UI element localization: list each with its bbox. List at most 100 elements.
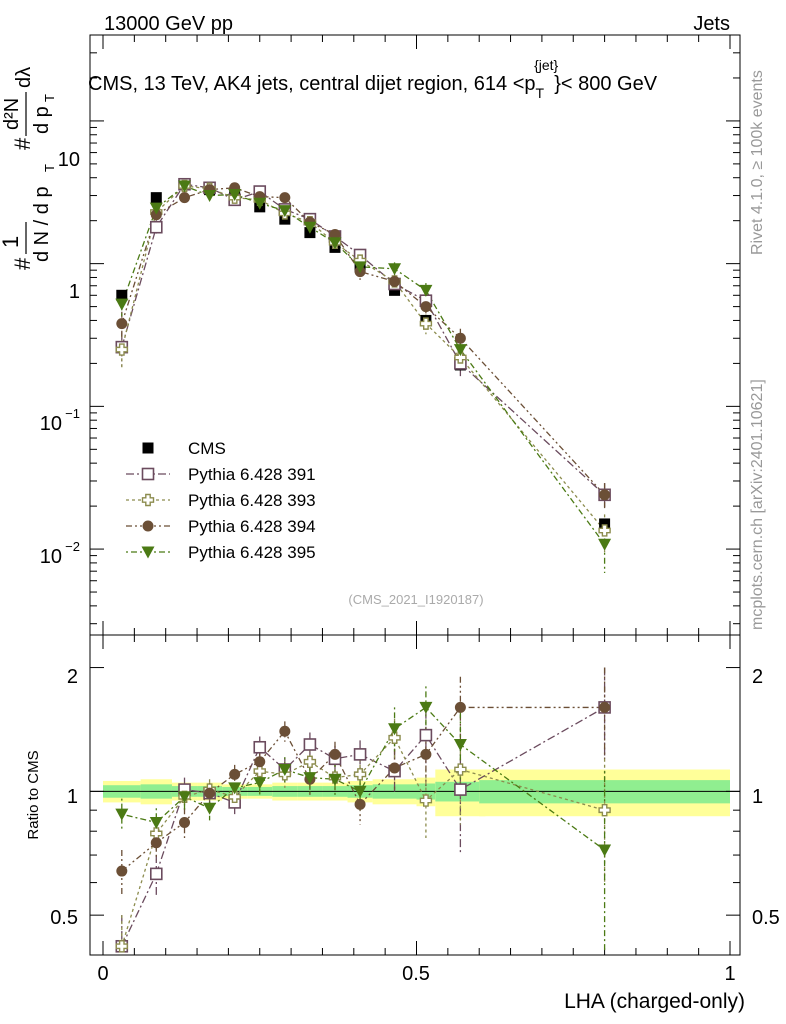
- cms-point: [116, 289, 128, 301]
- series-point-2: [419, 317, 433, 330]
- ratio-point-2: [228, 790, 241, 803]
- legend-marker-1: [141, 467, 155, 481]
- xtick-0.5: 0.5: [402, 963, 430, 985]
- ratio-point-4: [115, 808, 129, 821]
- series-point-3: [279, 192, 291, 204]
- ratio-point-4: [278, 764, 292, 777]
- ratio-point-4: [203, 802, 217, 815]
- series-point-4: [253, 197, 267, 210]
- ytick-0.1-exp: −1: [65, 406, 80, 421]
- x-axis-label: LHA (charged-only): [564, 990, 745, 1013]
- ratio-point-3: [204, 787, 216, 799]
- ratio-point-4: [388, 723, 402, 736]
- ratio-point-1: [353, 748, 367, 761]
- series-point-3: [329, 229, 341, 241]
- legend-label-0: CMS: [188, 439, 226, 458]
- ratio-point-3: [279, 725, 291, 737]
- category-label: Jets: [693, 13, 730, 35]
- ratio-point-1: [454, 783, 467, 796]
- ratio-plot-frame: [89, 634, 741, 956]
- ytick-0.01-base: 10: [40, 546, 62, 568]
- series-point-3: [599, 489, 611, 501]
- series-point-4: [388, 263, 402, 276]
- ylabel-hash: #: [10, 257, 35, 270]
- ratio-ytick-2-right: 2: [752, 666, 763, 688]
- collision-label: 13000 GeV pp: [104, 13, 233, 35]
- ylabel-one: 1: [0, 236, 23, 248]
- ratio-point-3: [389, 762, 401, 774]
- ratio-point-3: [150, 837, 162, 849]
- series-point-4: [115, 298, 129, 311]
- ytick-10: 10: [58, 149, 80, 171]
- series-point-4: [353, 261, 367, 274]
- analysis-tag: (CMS_2021_I1920187): [348, 592, 483, 607]
- ratio-point-4: [253, 777, 267, 790]
- ratio-point-4: [419, 701, 433, 714]
- series-point-1: [149, 220, 163, 234]
- ratio-point-3: [454, 701, 466, 713]
- ratio-point-4: [453, 738, 467, 751]
- ratio-ytick-2: 2: [67, 666, 78, 688]
- legend-marker-0: [142, 442, 154, 454]
- ratio-point-2: [303, 755, 317, 768]
- ylabel-dn: d N / d p: [31, 186, 53, 262]
- ratio-line-3: [121, 706, 605, 872]
- series-line-4: [121, 185, 606, 545]
- ratio-point-2: [598, 803, 611, 817]
- ratio-axis-label: Ratio to CMS: [25, 750, 42, 839]
- ratio-point-3: [354, 798, 366, 810]
- xtick-0: 0: [97, 963, 108, 985]
- ratio-point-4: [328, 773, 342, 786]
- series-point-4: [598, 538, 612, 551]
- series-point-4: [453, 344, 467, 357]
- series-point-4: [203, 190, 217, 203]
- cms-point: [389, 284, 401, 296]
- series-point-4: [278, 205, 292, 218]
- ratio-point-4: [178, 791, 192, 804]
- ylabel-t: T: [42, 164, 57, 172]
- ylabel-dlambda: dλ: [13, 67, 35, 88]
- ratio-point-4: [303, 772, 317, 785]
- series-point-4: [228, 189, 242, 202]
- ytick-1: 1: [69, 281, 80, 303]
- ytick-0.1: 10 −1: [40, 406, 80, 435]
- ytick-0.1-base: 10: [40, 413, 62, 435]
- series-point-4: [149, 202, 163, 215]
- legend-label-3: Pythia 6.428 394: [188, 517, 316, 536]
- ratio-point-3: [229, 768, 241, 780]
- ratio-point-4: [353, 785, 367, 798]
- legend-label-1: Pythia 6.428 391: [188, 465, 316, 484]
- ratio-point-3: [254, 756, 266, 768]
- ratio-point-1: [149, 867, 163, 881]
- series-point-4: [328, 237, 342, 250]
- series-point-4: [419, 284, 433, 297]
- legend-marker-4: [141, 546, 155, 559]
- ratio-point-4: [149, 816, 163, 829]
- ratio-point-4: [598, 844, 612, 857]
- ylabel-d2n: d²N: [1, 98, 23, 130]
- plot-title: CMS, 13 TeV, AK4 jets, central dijet reg…: [88, 57, 658, 101]
- ratio-point-2: [419, 794, 433, 807]
- mcplots-credit: mcplots.cern.ch [arXiv:2401.10621]: [749, 379, 766, 630]
- ratio-point-1: [253, 740, 267, 754]
- ratio-ytick-1-right: 1: [752, 786, 763, 808]
- ratio-point-2: [388, 731, 401, 744]
- series-point-2: [598, 524, 611, 537]
- legend-label-2: Pythia 6.428 393: [188, 491, 316, 510]
- ratio-point-2: [115, 940, 129, 953]
- xtick-1: 1: [724, 963, 735, 985]
- ratio-point-3: [329, 748, 341, 760]
- cms-point: [150, 192, 162, 204]
- legend-marker-3: [142, 520, 154, 532]
- ylabel-hash2: #: [10, 137, 35, 150]
- ratio-point-2: [454, 763, 467, 776]
- series-point-2: [115, 343, 129, 356]
- y-axis-label: # 1 d N / d p T # d²N d p T dλ: [0, 67, 57, 270]
- ratio-point-1: [303, 738, 317, 751]
- ytick-0.01-exp: −2: [65, 539, 80, 554]
- ylabel-t2: T: [42, 94, 57, 102]
- series-point-3: [389, 275, 401, 287]
- series-point-3: [150, 209, 162, 221]
- series-point-2: [454, 351, 467, 364]
